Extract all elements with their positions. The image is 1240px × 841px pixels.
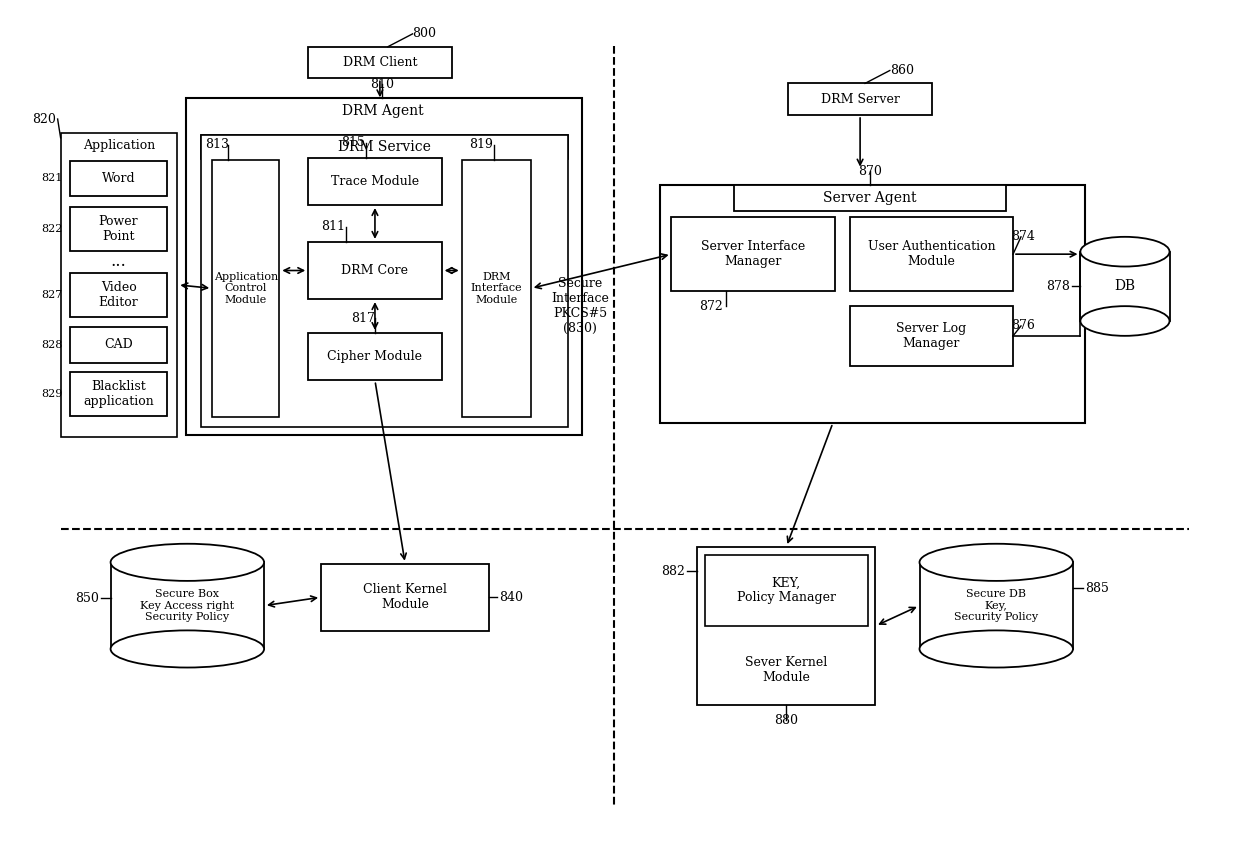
Text: 878: 878: [1047, 280, 1070, 293]
Text: 880: 880: [774, 713, 799, 727]
Bar: [849, 217, 1013, 291]
Text: DRM Service: DRM Service: [339, 140, 430, 154]
Ellipse shape: [1080, 237, 1169, 267]
Text: 813: 813: [205, 138, 229, 151]
Text: DRM Agent: DRM Agent: [341, 104, 423, 118]
Text: 885: 885: [1085, 582, 1109, 595]
Text: 829: 829: [41, 389, 62, 399]
Text: 876: 876: [1011, 320, 1035, 332]
Ellipse shape: [110, 544, 264, 581]
Text: Server Agent: Server Agent: [823, 191, 916, 205]
Text: Client Kernel
Module: Client Kernel Module: [363, 583, 448, 611]
Text: 817: 817: [351, 311, 374, 325]
Text: 819: 819: [470, 138, 494, 151]
Text: Blacklist
application: Blacklist application: [83, 380, 154, 408]
Ellipse shape: [920, 631, 1073, 668]
Text: 815: 815: [341, 136, 365, 150]
Bar: [71, 327, 166, 362]
Text: 822: 822: [41, 224, 62, 234]
Bar: [201, 135, 568, 427]
Text: Secure Box
Key Access right
Security Policy: Secure Box Key Access right Security Pol…: [140, 589, 234, 622]
Bar: [789, 83, 932, 115]
Text: Application
Control
Module: Application Control Module: [213, 272, 278, 305]
Text: DRM Server: DRM Server: [821, 93, 899, 106]
Text: Word: Word: [102, 172, 135, 185]
Bar: [660, 185, 1085, 423]
Text: Server Interface
Manager: Server Interface Manager: [701, 241, 805, 268]
Bar: [186, 98, 583, 435]
Bar: [308, 242, 441, 299]
Bar: [71, 373, 166, 416]
Text: User Authentication
Module: User Authentication Module: [868, 241, 996, 268]
Bar: [461, 160, 531, 417]
Text: Power
Point: Power Point: [99, 215, 139, 243]
Text: KEY,
Policy Manager: KEY, Policy Manager: [737, 576, 836, 605]
Bar: [920, 563, 1073, 649]
Text: 870: 870: [858, 165, 882, 178]
Bar: [321, 563, 490, 631]
Text: DRM Core: DRM Core: [341, 264, 408, 277]
Bar: [308, 157, 441, 205]
Bar: [71, 161, 166, 196]
Text: 828: 828: [41, 340, 62, 350]
Bar: [110, 563, 264, 649]
Ellipse shape: [1080, 306, 1169, 336]
Text: 800: 800: [413, 28, 436, 40]
Text: 872: 872: [699, 299, 723, 313]
Bar: [1080, 251, 1169, 321]
Text: DRM Client: DRM Client: [342, 56, 417, 69]
Text: Secure
Interface
PKCS#5
(830): Secure Interface PKCS#5 (830): [552, 278, 609, 336]
Text: Sever Kernel
Module: Sever Kernel Module: [745, 655, 827, 684]
Text: ...: ...: [110, 253, 126, 270]
Bar: [697, 547, 875, 705]
Bar: [234, 98, 531, 124]
Text: 820: 820: [32, 113, 56, 125]
Text: 840: 840: [500, 590, 523, 604]
Text: CAD: CAD: [104, 338, 133, 352]
Bar: [201, 135, 568, 159]
Text: Cipher Module: Cipher Module: [327, 350, 423, 363]
Text: 874: 874: [1011, 230, 1035, 243]
Bar: [71, 273, 166, 317]
Bar: [734, 185, 1006, 211]
Text: DRM
Interface
Module: DRM Interface Module: [470, 272, 522, 305]
Ellipse shape: [110, 631, 264, 668]
Text: DB: DB: [1115, 279, 1136, 294]
Text: Application: Application: [83, 140, 155, 152]
Bar: [672, 217, 835, 291]
Bar: [308, 333, 441, 380]
Text: 827: 827: [41, 290, 62, 300]
Bar: [849, 306, 1013, 366]
Text: 811: 811: [321, 220, 345, 234]
Text: 810: 810: [371, 78, 394, 91]
Text: 882: 882: [661, 565, 686, 578]
Text: Secure DB
Key,
Security Policy: Secure DB Key, Security Policy: [954, 589, 1038, 622]
Text: 860: 860: [889, 64, 914, 77]
Bar: [212, 160, 279, 417]
Text: 821: 821: [41, 173, 62, 183]
Text: Server Log
Manager: Server Log Manager: [897, 322, 966, 350]
Bar: [71, 207, 166, 251]
Ellipse shape: [920, 544, 1073, 581]
Bar: [308, 47, 451, 78]
Text: Trace Module: Trace Module: [331, 175, 419, 188]
Text: 850: 850: [74, 592, 99, 605]
Text: Video
Editor: Video Editor: [99, 281, 139, 309]
Bar: [61, 133, 177, 436]
Bar: [706, 555, 868, 626]
